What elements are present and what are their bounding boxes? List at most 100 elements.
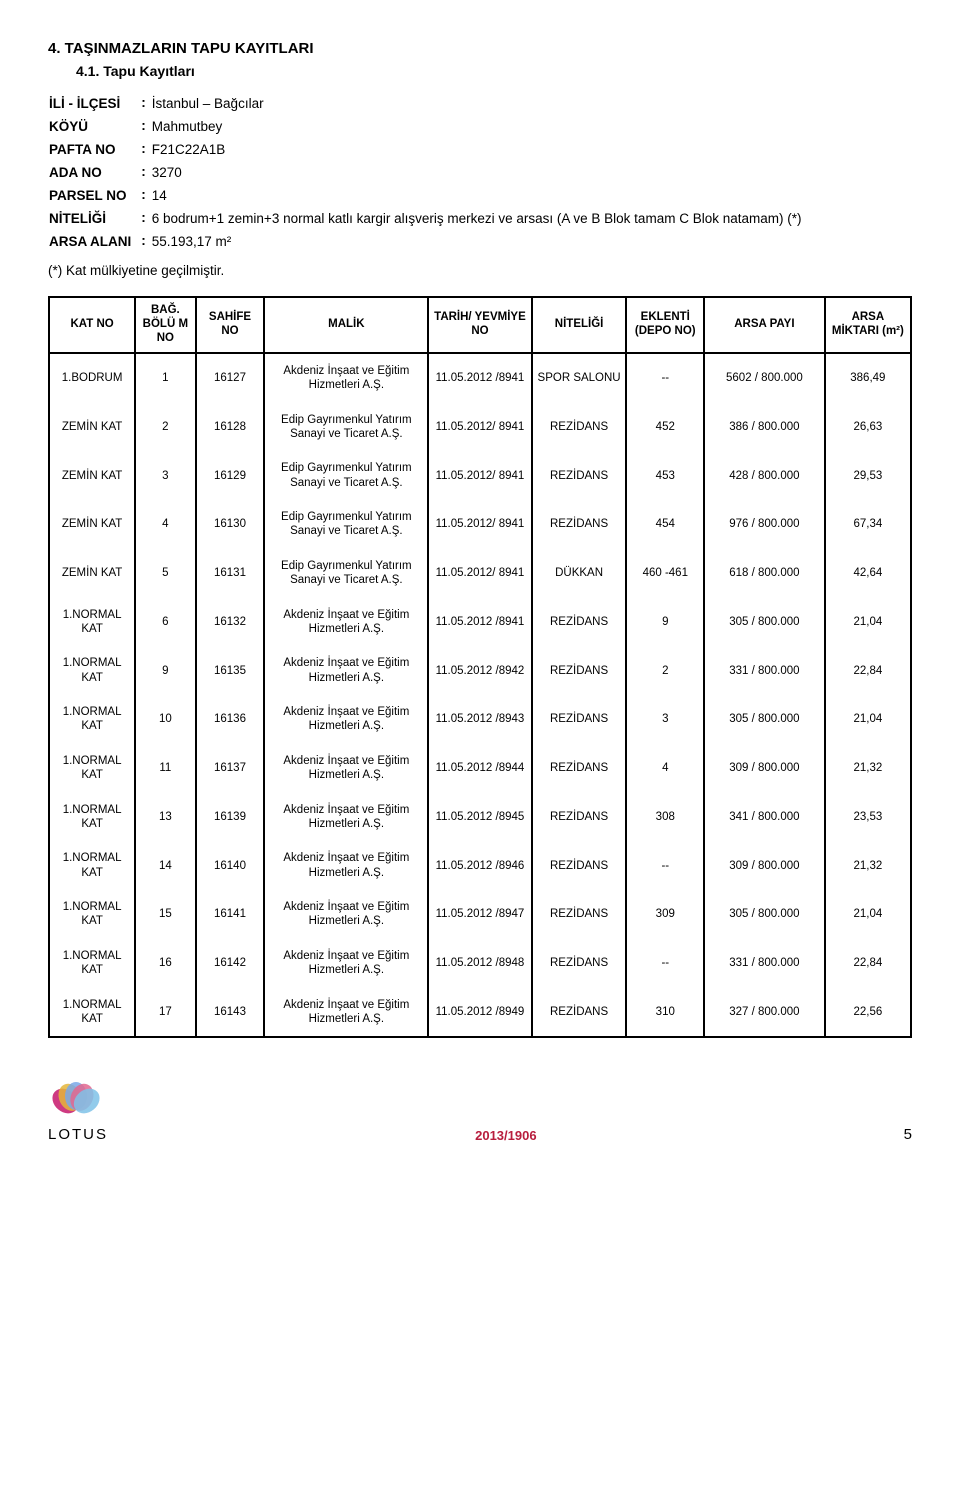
table-cell: 1.NORMAL KAT xyxy=(49,695,135,744)
table-cell: 10 xyxy=(135,695,195,744)
table-cell: 4 xyxy=(135,500,195,549)
table-cell: 16127 xyxy=(196,353,265,403)
table-cell: 2 xyxy=(135,403,195,452)
kv-key: KÖYÜ xyxy=(48,116,137,139)
table-row: ZEMİN KAT416130Edip Gayrımenkul Yatırım … xyxy=(49,500,911,549)
table-cell: 16128 xyxy=(196,403,265,452)
table-cell: 22,56 xyxy=(825,988,911,1038)
table-cell: 454 xyxy=(626,500,704,549)
table-cell: DÜKKAN xyxy=(532,549,627,598)
kv-value: 14 xyxy=(150,185,803,208)
table-cell: REZİDANS xyxy=(532,744,627,793)
table-cell: 428 / 800.000 xyxy=(704,451,825,500)
table-cell: 1.NORMAL KAT xyxy=(49,841,135,890)
property-info-table: İLİ - İLÇESİ:İstanbul – BağcılarKÖYÜ:Mah… xyxy=(48,93,802,253)
table-cell: 309 xyxy=(626,890,704,939)
logo-block: LOTUS xyxy=(48,1068,108,1143)
table-cell: 1.NORMAL KAT xyxy=(49,744,135,793)
table-cell: REZİDANS xyxy=(532,793,627,842)
table-cell: Akdeniz İnşaat ve Eğitim Hizmetleri A.Ş. xyxy=(264,646,428,695)
table-cell: -- xyxy=(626,939,704,988)
table-cell: REZİDANS xyxy=(532,890,627,939)
table-row: ZEMİN KAT216128Edip Gayrımenkul Yatırım … xyxy=(49,403,911,452)
table-cell: 11.05.2012 /8941 xyxy=(428,598,531,647)
table-cell: 16142 xyxy=(196,939,265,988)
table-cell: 331 / 800.000 xyxy=(704,939,825,988)
table-row: 1.NORMAL KAT1416140Akdeniz İnşaat ve Eği… xyxy=(49,841,911,890)
table-cell: 11.05.2012 /8946 xyxy=(428,841,531,890)
column-header: SAHİFE NO xyxy=(196,297,265,352)
table-cell: ZEMİN KAT xyxy=(49,500,135,549)
table-cell: ZEMİN KAT xyxy=(49,451,135,500)
table-cell: 5602 / 800.000 xyxy=(704,353,825,403)
page-footer: LOTUS 2013/1906 5 xyxy=(48,1068,912,1143)
table-cell: 67,34 xyxy=(825,500,911,549)
table-cell: 11.05.2012/ 8941 xyxy=(428,549,531,598)
table-cell: REZİDANS xyxy=(532,988,627,1038)
table-cell: 453 xyxy=(626,451,704,500)
table-cell: Akdeniz İnşaat ve Eğitim Hizmetleri A.Ş. xyxy=(264,793,428,842)
column-header: ARSA PAYI xyxy=(704,297,825,352)
table-cell: 310 xyxy=(626,988,704,1038)
table-row: 1.NORMAL KAT1516141Akdeniz İnşaat ve Eği… xyxy=(49,890,911,939)
table-cell: Akdeniz İnşaat ve Eğitim Hizmetleri A.Ş. xyxy=(264,353,428,403)
table-cell: 11.05.2012/ 8941 xyxy=(428,403,531,452)
lotus-logo-icon xyxy=(48,1068,104,1124)
table-cell: 16141 xyxy=(196,890,265,939)
table-cell: REZİDANS xyxy=(532,598,627,647)
table-cell: 11.05.2012 /8945 xyxy=(428,793,531,842)
table-cell: 1.NORMAL KAT xyxy=(49,646,135,695)
kv-value: 3270 xyxy=(150,162,803,185)
table-cell: 309 / 800.000 xyxy=(704,841,825,890)
table-cell: 16136 xyxy=(196,695,265,744)
table-cell: 16135 xyxy=(196,646,265,695)
table-cell: 5 xyxy=(135,549,195,598)
column-header: NİTELİĞİ xyxy=(532,297,627,352)
table-cell: 1.NORMAL KAT xyxy=(49,890,135,939)
kv-value: 55.193,17 m² xyxy=(150,231,803,254)
table-cell: 29,53 xyxy=(825,451,911,500)
table-cell: 13 xyxy=(135,793,195,842)
table-cell: 11.05.2012/ 8941 xyxy=(428,500,531,549)
registry-table: KAT NOBAĞ. BÖLÜ M NOSAHİFE NOMALİKTARİH/… xyxy=(48,296,912,1038)
kv-key: İLİ - İLÇESİ xyxy=(48,93,137,116)
table-cell: 11 xyxy=(135,744,195,793)
table-cell: 17 xyxy=(135,988,195,1038)
kv-value: İstanbul – Bağcılar xyxy=(150,93,803,116)
table-cell: 16139 xyxy=(196,793,265,842)
table-cell: -- xyxy=(626,841,704,890)
table-cell: 23,53 xyxy=(825,793,911,842)
table-cell: Akdeniz İnşaat ve Eğitim Hizmetleri A.Ş. xyxy=(264,695,428,744)
table-cell: 305 / 800.000 xyxy=(704,598,825,647)
table-cell: SPOR SALONU xyxy=(532,353,627,403)
column-header: ARSA MİKTARI (m²) xyxy=(825,297,911,352)
logo-text: LOTUS xyxy=(48,1126,108,1143)
table-cell: 21,04 xyxy=(825,695,911,744)
kv-value: Mahmutbey xyxy=(150,116,803,139)
kv-value: 6 bodrum+1 zemin+3 normal katlı kargir a… xyxy=(150,208,803,231)
table-cell: 305 / 800.000 xyxy=(704,695,825,744)
table-cell: 1.NORMAL KAT xyxy=(49,793,135,842)
table-cell: 1 xyxy=(135,353,195,403)
table-cell: 618 / 800.000 xyxy=(704,549,825,598)
table-cell: 15 xyxy=(135,890,195,939)
table-cell: Edip Gayrımenkul Yatırım Sanayi ve Ticar… xyxy=(264,451,428,500)
table-cell: 42,64 xyxy=(825,549,911,598)
table-cell: 460 -461 xyxy=(626,549,704,598)
kv-key: PAFTA NO xyxy=(48,139,137,162)
table-cell: 11.05.2012 /8949 xyxy=(428,988,531,1038)
table-cell: Akdeniz İnşaat ve Eğitim Hizmetleri A.Ş. xyxy=(264,744,428,793)
table-cell: 22,84 xyxy=(825,939,911,988)
table-cell: 341 / 800.000 xyxy=(704,793,825,842)
table-cell: 9 xyxy=(135,646,195,695)
table-cell: REZİDANS xyxy=(532,939,627,988)
table-cell: 3 xyxy=(626,695,704,744)
table-cell: 16132 xyxy=(196,598,265,647)
table-row: 1.NORMAL KAT1016136Akdeniz İnşaat ve Eği… xyxy=(49,695,911,744)
table-row: 1.NORMAL KAT616132Akdeniz İnşaat ve Eğit… xyxy=(49,598,911,647)
kv-key: ADA NO xyxy=(48,162,137,185)
table-cell: 26,63 xyxy=(825,403,911,452)
table-cell: Edip Gayrımenkul Yatırım Sanayi ve Ticar… xyxy=(264,549,428,598)
table-header-row: KAT NOBAĞ. BÖLÜ M NOSAHİFE NOMALİKTARİH/… xyxy=(49,297,911,352)
column-header: EKLENTİ (DEPO NO) xyxy=(626,297,704,352)
